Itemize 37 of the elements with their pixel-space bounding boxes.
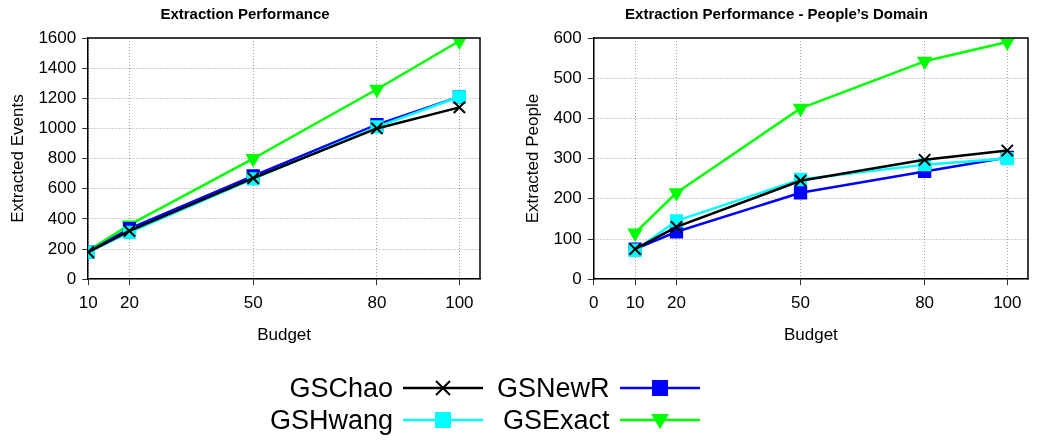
y-tick-label: 1000 <box>38 118 77 138</box>
y-tick-label: 400 <box>553 108 582 128</box>
y-tick-label: 600 <box>553 27 582 47</box>
x-tick-label: 100 <box>445 293 474 313</box>
chart-title: Extraction Performance - People’s Domain <box>625 5 928 23</box>
y-axis-title: Extracted Events <box>7 94 27 223</box>
y-tick-label: 300 <box>553 148 582 168</box>
x-axis-title: Budget <box>257 325 312 345</box>
y-tick-label: 0 <box>66 268 77 288</box>
chart-title: Extraction Performance <box>160 5 330 23</box>
legend-label: GSExact <box>502 404 610 436</box>
x-axis-title: Budget <box>783 325 839 345</box>
y-tick-label: 1600 <box>38 27 77 47</box>
x-tick-label: 50 <box>243 293 263 313</box>
y-tick-label: 200 <box>553 188 582 208</box>
x-tick-label: 0 <box>589 293 599 313</box>
legend-label: GSChao <box>288 372 394 404</box>
y-tick-label: 500 <box>553 67 582 87</box>
y-tick-label: 1400 <box>38 57 77 77</box>
y-axis-title: Extracted People <box>522 93 542 224</box>
x-tick-label: 10 <box>78 293 98 313</box>
x-tick-label: 20 <box>667 293 686 313</box>
y-tick-label: 200 <box>47 238 77 258</box>
x-tick-label: 80 <box>915 293 935 313</box>
x-tick-label: 80 <box>367 293 387 313</box>
legend-label: GSNewR <box>497 372 610 404</box>
y-tick-label: 600 <box>47 178 77 198</box>
x-tick-label: 10 <box>625 293 645 313</box>
y-tick-label: 1200 <box>38 87 77 107</box>
x-tick-label: 20 <box>120 293 139 313</box>
y-tick-label: 400 <box>47 208 77 228</box>
y-tick-label: 0 <box>572 268 582 288</box>
x-tick-label: 100 <box>993 293 1022 313</box>
y-tick-label: 800 <box>47 148 77 168</box>
x-tick-label: 50 <box>791 293 810 313</box>
legend-label: GSHwang <box>270 404 394 436</box>
y-tick-label: 100 <box>553 228 582 248</box>
